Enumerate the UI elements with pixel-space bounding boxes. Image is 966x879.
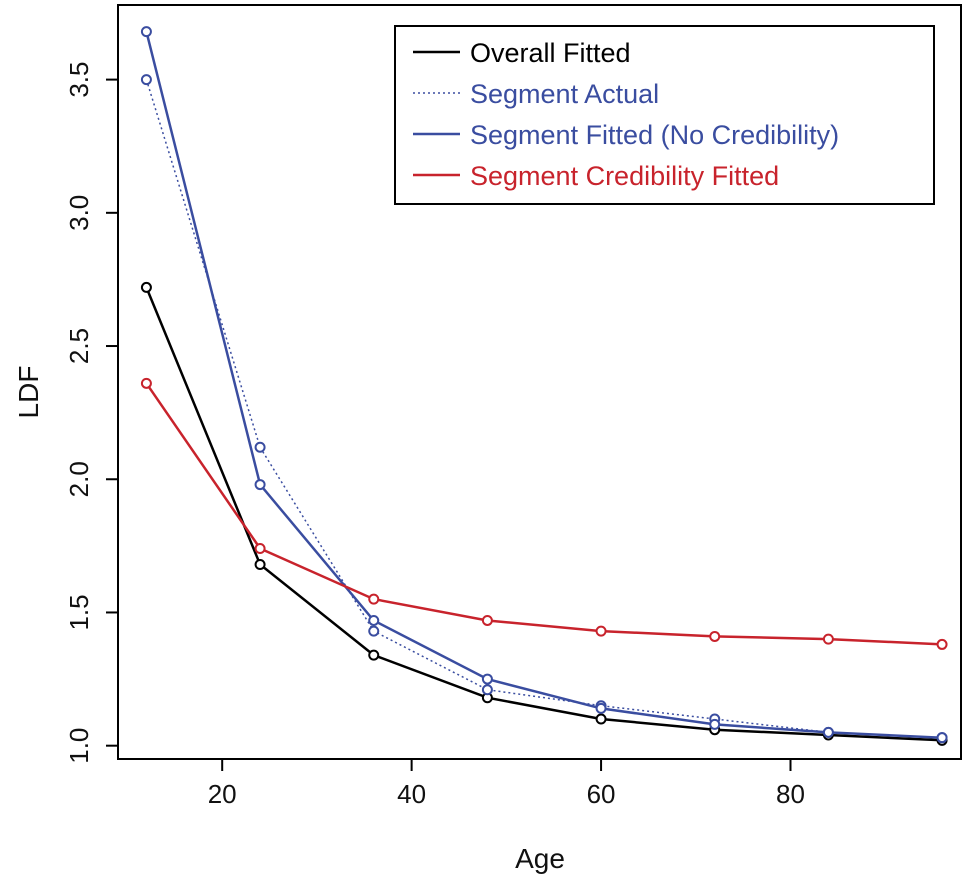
legend-label: Segment Actual xyxy=(470,79,659,109)
y-tick-label: 2.5 xyxy=(64,328,94,364)
legend-label: Overall Fitted xyxy=(470,38,631,68)
data-point-segment-credibility-fitted xyxy=(595,625,607,637)
x-axis: 20 40 60 80 xyxy=(208,759,805,809)
y-axis-label: LDF xyxy=(13,366,44,419)
data-point-overall-fitted xyxy=(595,713,607,725)
data-point-segment-actual xyxy=(481,684,493,696)
data-point-segment-fitted-no-credibility xyxy=(709,718,721,730)
x-axis-label: Age xyxy=(515,843,565,874)
data-point-overall-fitted xyxy=(140,281,152,293)
data-point-segment-credibility-fitted xyxy=(481,614,493,626)
data-point-segment-credibility-fitted xyxy=(140,377,152,389)
y-tick-label: 1.0 xyxy=(64,728,94,764)
x-tick-label: 40 xyxy=(397,779,426,809)
y-tick-label: 3.5 xyxy=(64,62,94,98)
y-axis: 1.0 1.5 2.0 2.5 3.0 3.5 xyxy=(64,62,118,764)
legend-label: Segment Credibility Fitted xyxy=(470,161,779,191)
series-line-segment-actual xyxy=(145,79,943,739)
data-point-segment-actual xyxy=(368,625,380,637)
data-point-segment-fitted-no-credibility xyxy=(822,726,834,738)
data-point-segment-credibility-fitted xyxy=(822,633,834,645)
y-tick-label: 1.5 xyxy=(64,594,94,630)
x-tick-label: 60 xyxy=(587,779,616,809)
data-point-segment-fitted-no-credibility xyxy=(595,702,607,714)
series-layer xyxy=(140,26,948,746)
data-point-overall-fitted xyxy=(368,649,380,661)
legend-label: Segment Fitted (No Credibility) xyxy=(470,120,839,150)
x-tick-label: 80 xyxy=(776,779,805,809)
data-point-segment-credibility-fitted xyxy=(368,593,380,605)
y-tick-label: 3.0 xyxy=(64,195,94,231)
series-line-segment-fitted-no-credibility xyxy=(145,31,943,739)
legend: Overall Fitted Segment Actual Segment Fitt… xyxy=(394,25,935,205)
legend-box xyxy=(394,25,935,205)
x-tick-label: 20 xyxy=(208,779,237,809)
data-point-segment-fitted-no-credibility xyxy=(140,26,152,38)
data-point-segment-fitted-no-credibility xyxy=(936,732,948,744)
data-point-segment-actual xyxy=(140,74,152,86)
y-tick-label: 2.0 xyxy=(64,461,94,497)
data-point-segment-fitted-no-credibility xyxy=(254,479,266,491)
data-point-overall-fitted xyxy=(254,559,266,571)
plot-frame xyxy=(117,4,962,760)
data-point-segment-credibility-fitted xyxy=(709,630,721,642)
series-line-overall-fitted xyxy=(145,286,943,742)
data-point-segment-actual xyxy=(254,441,266,453)
series-line-segment-credibility-fitted xyxy=(145,382,943,646)
data-point-segment-fitted-no-credibility xyxy=(368,614,380,626)
data-point-segment-credibility-fitted xyxy=(936,638,948,650)
data-point-segment-fitted-no-credibility xyxy=(481,673,493,685)
data-point-segment-credibility-fitted xyxy=(254,543,266,555)
